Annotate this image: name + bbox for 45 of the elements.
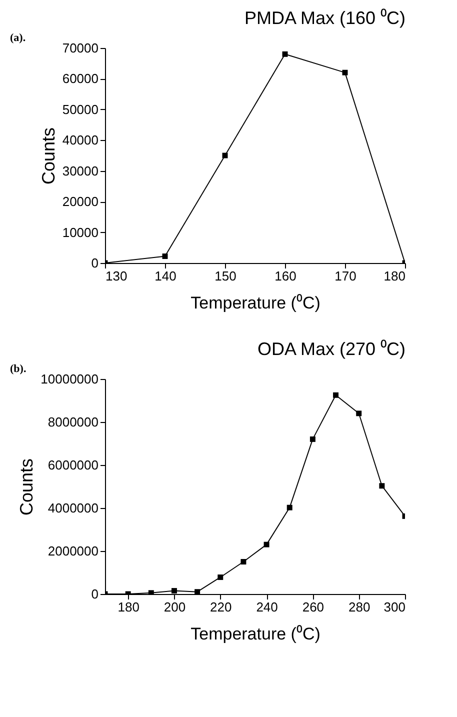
y-tick-label: 10000000: [40, 372, 98, 386]
point: [310, 436, 316, 442]
y-tick-label: 20000: [62, 194, 98, 210]
x-tick-label: 150: [214, 268, 236, 284]
point: [194, 589, 200, 594]
point: [356, 410, 362, 416]
x-tick-label: 280: [348, 600, 370, 614]
y-tick-label: 8000000: [48, 414, 98, 430]
y-axis-title: Counts: [16, 458, 37, 516]
x-tick-label: 130: [106, 268, 128, 284]
point: [218, 574, 224, 580]
x-tick-label: 300: [384, 600, 406, 614]
x-tick-label: 180: [384, 268, 406, 284]
point: [286, 504, 292, 510]
text: (a).: [10, 32, 26, 44]
y-tick-label: 2000000: [48, 544, 98, 558]
y-tick-label: 70000: [62, 40, 98, 56]
y-tick-label: 6000000: [48, 458, 98, 472]
point: [171, 588, 177, 594]
chart-title: ODA Max (270 ⁰C): [257, 339, 406, 359]
y-tick-label: 30000: [62, 163, 98, 178]
y-axis-title: Counts: [38, 127, 58, 185]
point: [240, 559, 246, 564]
text: (b).: [10, 363, 26, 375]
x-axis-title: Temperature (⁰C): [190, 294, 320, 312]
y-tick-label: 40000: [62, 132, 98, 148]
x-tick-label: 200: [164, 600, 186, 614]
x-tick-label: 180: [118, 600, 140, 614]
y-tick-label: 0: [91, 256, 98, 270]
chart-title: PMDA Max (160 ⁰C): [244, 8, 406, 28]
x-tick-label: 260: [302, 600, 324, 614]
y-tick-label: 4000000: [48, 500, 98, 516]
point: [264, 542, 270, 548]
y-tick-label: 0: [91, 586, 98, 602]
y-tick-label: 50000: [62, 102, 98, 117]
x-tick-label: 240: [256, 600, 278, 614]
x-axis-title: Temperature (⁰C): [190, 624, 320, 644]
x-tick-label: 160: [274, 268, 296, 284]
y-tick-label: 10000: [62, 224, 98, 240]
x-tick-label: 140: [154, 268, 176, 284]
x-tick-label: 220: [210, 600, 232, 614]
y-tick-label: 60000: [62, 71, 98, 86]
point: [379, 483, 385, 489]
point: [333, 392, 339, 398]
x-tick-label: 170: [334, 268, 356, 284]
